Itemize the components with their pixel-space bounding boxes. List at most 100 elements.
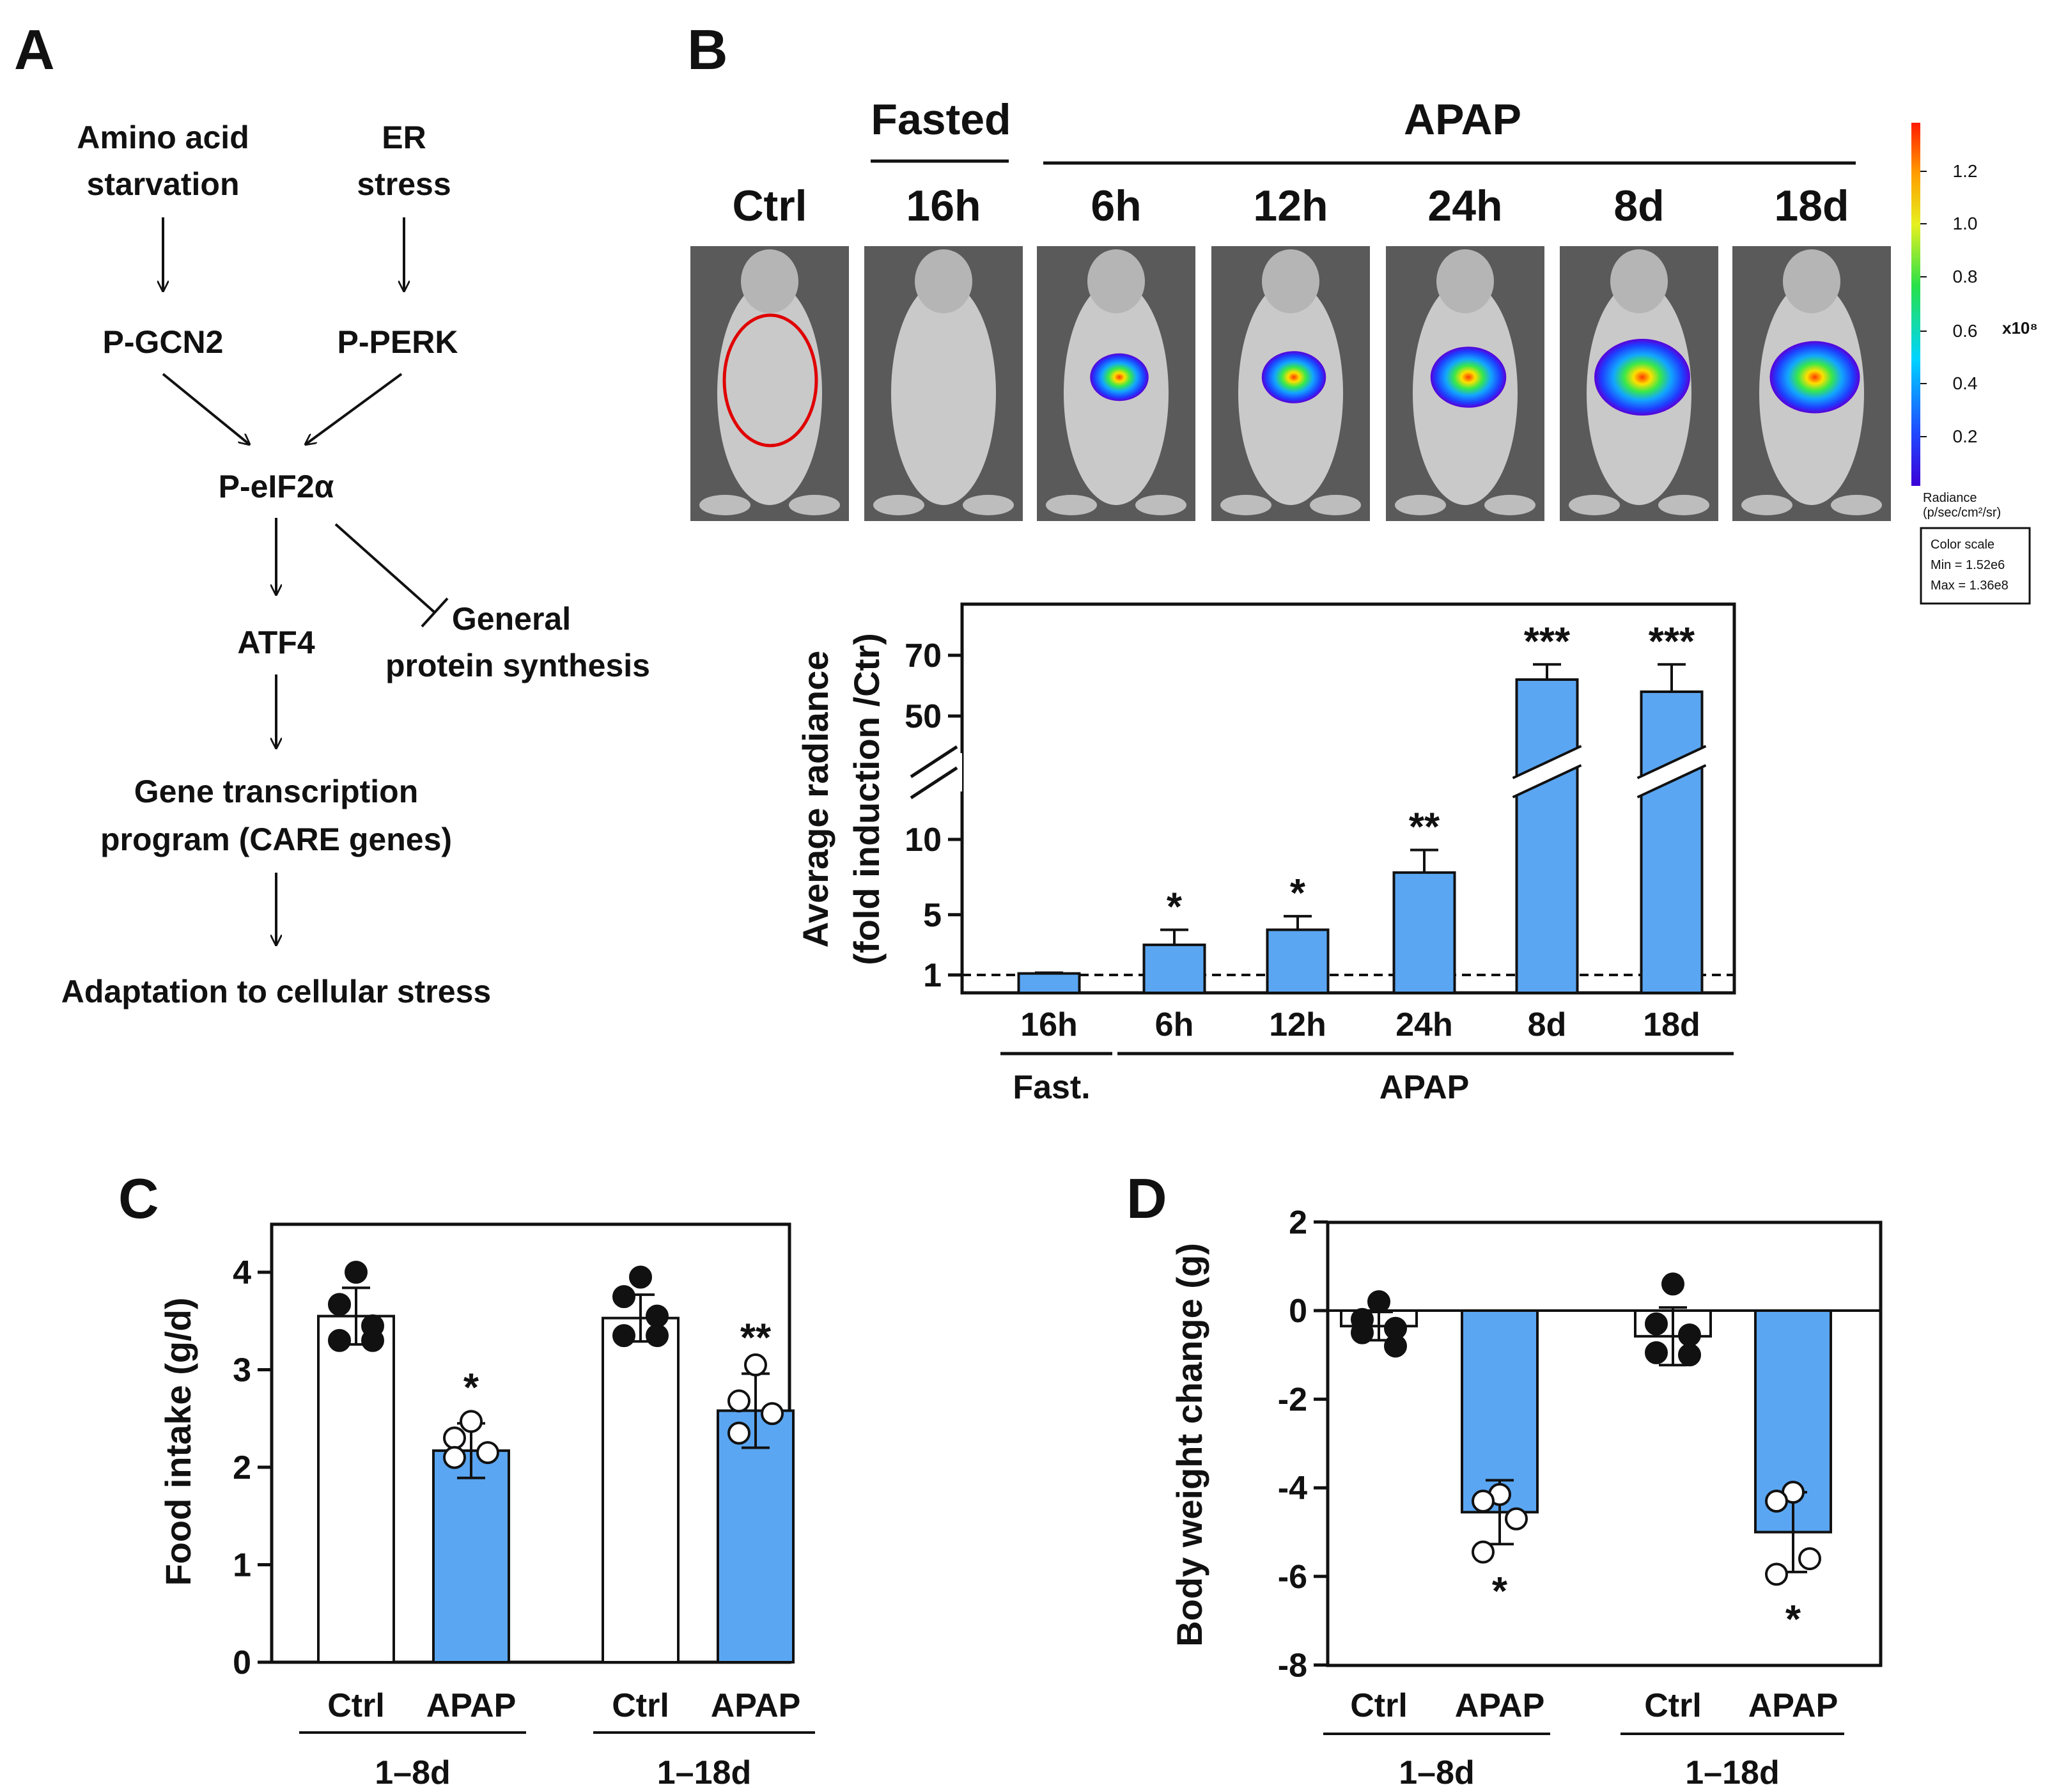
mouse-label-24h: 24h: [1427, 182, 1502, 230]
data-point: [1351, 1321, 1374, 1344]
color-scale-legend: 1.2 1.0 0.8 0.6 0.4 0.2 x10⁸ Radiance (p/sec/…: [1911, 123, 2038, 605]
ytick-label: 2: [1289, 1204, 1307, 1241]
chart-b-xtick-label: 6h: [1155, 1006, 1194, 1043]
color-bar-tick-label: 0.4: [1953, 373, 1978, 393]
panel-b: B Fasted APAP Ctrl 16h 6h 12h 24h 8d 18d 1.21.…: [687, 18, 2038, 605]
fasted-header: Fasted: [871, 95, 1011, 144]
data-point: [476, 1441, 499, 1465]
chart-b-xtick-label: 8d: [1528, 1006, 1567, 1043]
mouse-right-paw: [1658, 495, 1709, 515]
significance-marker: *: [1492, 1570, 1508, 1614]
bar-break-line: [1512, 764, 1582, 799]
mouse-head: [1610, 249, 1668, 313]
bar-18d: [1640, 690, 1704, 994]
data-point: [1472, 1489, 1495, 1513]
mouse-head: [1087, 249, 1145, 313]
mouse-head: [915, 249, 972, 313]
mouse-images: Ctrl 16h 6h 12h 24h 8d 18d: [690, 182, 1891, 521]
xtick-label: Ctrl: [1350, 1687, 1408, 1724]
significance-marker: ***: [1524, 619, 1571, 664]
mouse-left-paw: [699, 495, 750, 515]
significance-marker: ***: [1649, 619, 1695, 664]
ytick-label: 2: [233, 1449, 251, 1486]
mouse-left-paw: [873, 495, 924, 515]
mouse-label-16h: 16h: [906, 182, 981, 230]
data-point: [727, 1389, 750, 1413]
chart-b-frame: [960, 602, 1736, 995]
bioluminescence-signal: [1261, 351, 1326, 403]
color-scale-max: Max = 1.36e8: [1931, 579, 2009, 593]
mouse-head: [1436, 249, 1494, 313]
chart-b-xtick-label: 16h: [1020, 1006, 1078, 1043]
data-point: [1645, 1341, 1668, 1364]
chart-b-ytick-label: 50: [905, 698, 942, 735]
mouse-right-paw: [963, 495, 1014, 515]
significance-marker: *: [1167, 885, 1183, 929]
inhibition-bar: [421, 597, 449, 628]
data-point: [1678, 1343, 1701, 1367]
data-point: [727, 1421, 750, 1445]
ytick-label: -8: [1278, 1647, 1307, 1684]
group-label: 1–8d: [1399, 1754, 1475, 1791]
data-point: [361, 1328, 384, 1352]
data-point: [1645, 1312, 1668, 1336]
bar-24h: [1392, 871, 1456, 995]
general-protein-synthesis-line1: General: [452, 601, 571, 637]
data-point: [761, 1402, 784, 1426]
group-label: 1–18d: [1685, 1754, 1779, 1791]
mouse-left-paw: [1741, 495, 1792, 515]
color-bar-tick-label: 1.0: [1953, 214, 1978, 233]
bar-break-gap: [1637, 746, 1706, 797]
p-eif2a-label: P-eIF2α: [219, 469, 334, 504]
mouse-body: [717, 281, 822, 505]
data-point: [328, 1293, 351, 1316]
mouse-right-paw: [1484, 495, 1535, 515]
ytick-label: -6: [1278, 1559, 1307, 1596]
mouse-label-12h: 12h: [1253, 182, 1328, 230]
radiance-bar-chart: Average radiance (fold induction /Ctr) 1…: [795, 602, 1736, 1106]
bar-break-line: [1636, 764, 1707, 799]
data-point: [1798, 1547, 1821, 1571]
data-point: [1678, 1323, 1701, 1347]
xtick-label: APAP: [1455, 1687, 1545, 1724]
data-point: [460, 1410, 483, 1433]
bar-break-line: [1636, 745, 1707, 779]
chart-d-ylabel: Body weight change (g): [1169, 1243, 1209, 1647]
radiance-label-line2: (p/sec/cm²/sr): [1923, 506, 2001, 520]
p-perk-label: P-PERK: [338, 324, 458, 360]
mouse-left-paw: [1569, 495, 1620, 515]
mouse-label-18d: 18d: [1774, 182, 1849, 230]
color-scale-min: Min = 1.52e6: [1931, 558, 2005, 572]
mouse-body: [891, 281, 996, 505]
color-scale-box: [1920, 527, 2031, 605]
xtick-label: APAP: [1748, 1687, 1838, 1724]
panel-d: D Body weight change (g) 2 0 -2 -4 -6 -8 Ctrl *…: [1126, 1167, 1883, 1791]
data-point: [328, 1328, 351, 1352]
ytick-label: -4: [1278, 1470, 1307, 1507]
bar-ctrl: [317, 1314, 395, 1663]
atf4-label: ATF4: [237, 625, 315, 660]
data-point: [1384, 1334, 1407, 1358]
chart-b-ytick-label: 1: [923, 957, 942, 994]
bar-6h: [1142, 943, 1206, 995]
color-bar-tick-label: 0.8: [1953, 267, 1978, 286]
er-stress-line2: stress: [357, 166, 451, 202]
chart-b-ytick-label: 10: [905, 822, 942, 859]
panel-d-letter: D: [1126, 1167, 1167, 1230]
panel-c: C Food intake (g/d) 0 1 2 3 4 Ctrl * APAP Ctrl **…: [118, 1167, 815, 1791]
panel-a-letter: A: [14, 18, 55, 81]
data-point: [443, 1445, 466, 1469]
chart-c-ylabel: Food intake (g/d): [158, 1297, 198, 1586]
significance-marker: **: [1409, 805, 1440, 849]
chart-b-ylabel-line2: (fold induction /Ctr): [846, 633, 887, 965]
ytick-label: 3: [233, 1352, 251, 1389]
mouse-label-8d: 8d: [1613, 182, 1664, 230]
p-gcn2-label: P-GCN2: [103, 324, 224, 360]
chart-b-ylabel-line1: Average radiance: [795, 651, 836, 948]
data-point: [1367, 1290, 1390, 1314]
group-label: 1–8d: [375, 1754, 451, 1791]
chart-b-ytick-label: 70: [905, 637, 942, 674]
significance-marker: *: [463, 1366, 479, 1410]
amino-acid-starvation-line1: Amino acid: [77, 120, 249, 155]
chart-b-xtick-label: 24h: [1395, 1006, 1453, 1043]
